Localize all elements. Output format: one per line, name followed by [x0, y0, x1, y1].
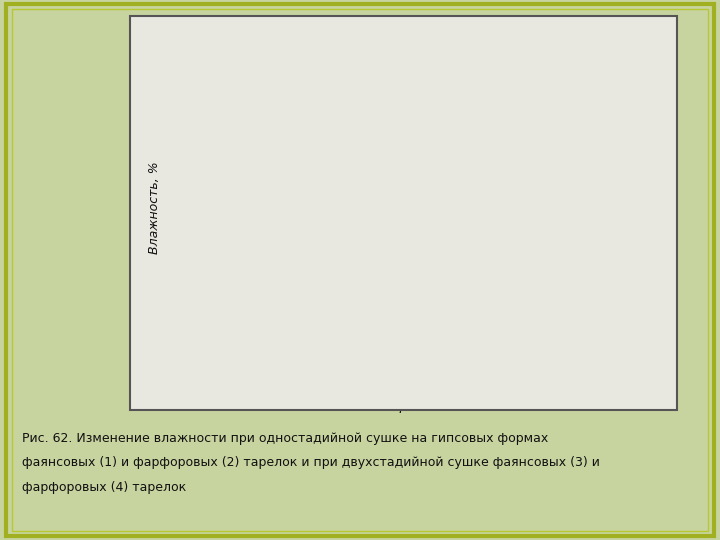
Text: Рис. 62. Изменение влажности при одностадийной сушке на гипсовых формах: Рис. 62. Изменение влажности при односта… — [22, 432, 548, 445]
Text: 3: 3 — [308, 307, 317, 320]
X-axis label: Время, мин: Время, мин — [391, 400, 466, 413]
Text: 1: 1 — [354, 212, 362, 225]
Text: 2: 2 — [404, 164, 413, 177]
Text: фарфоровых (4) тарелок: фарфоровых (4) тарелок — [22, 481, 186, 494]
Text: фаянсовых (1) и фарфоровых (2) тарелок и при двухстадийной сушке фаянсовых (3) и: фаянсовых (1) и фарфоровых (2) тарелок и… — [22, 456, 600, 469]
Text: Влажность, %: Влажность, % — [148, 161, 161, 254]
Text: 4: 4 — [444, 314, 453, 327]
